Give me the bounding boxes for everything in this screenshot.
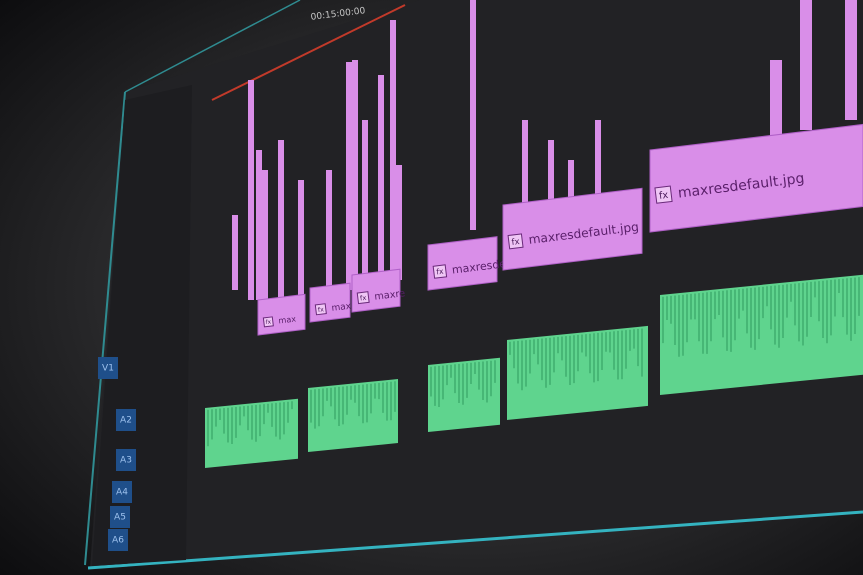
fx-badge-text: fx bbox=[658, 190, 669, 202]
fx-badge bbox=[654, 185, 673, 204]
track-toggle bbox=[112, 481, 132, 503]
track-toggle bbox=[110, 506, 130, 528]
panel-border bbox=[84, 91, 126, 566]
fx-badge bbox=[356, 291, 370, 305]
clip-label: maxresde bbox=[451, 257, 507, 276]
video-clip-spike bbox=[595, 120, 601, 200]
fx-badge-text: fx bbox=[436, 267, 445, 277]
fx-badge-text: fx bbox=[360, 294, 367, 303]
video-clip bbox=[649, 123, 863, 233]
track-toggle bbox=[116, 409, 136, 431]
video-clip-spike bbox=[346, 62, 352, 290]
video-clip-spike bbox=[256, 150, 262, 300]
video-clip-spike bbox=[522, 120, 528, 215]
track-label: A6 bbox=[112, 536, 124, 546]
video-clip-spike bbox=[278, 140, 284, 300]
audio-clip bbox=[308, 379, 398, 452]
track-toggle bbox=[116, 449, 136, 471]
video-clip-spike bbox=[248, 80, 254, 300]
fx-badge-text: fx bbox=[265, 319, 272, 326]
fx-badge bbox=[432, 264, 448, 279]
video-clip-spike bbox=[470, 0, 476, 230]
fx-badge-text: fx bbox=[318, 306, 325, 314]
clip-label: max bbox=[278, 313, 297, 325]
video-clip-spike bbox=[396, 165, 402, 280]
fx-badge bbox=[507, 233, 524, 250]
track-label: V1 bbox=[102, 364, 114, 374]
video-clip-spike bbox=[770, 60, 782, 140]
video-clip-spike bbox=[232, 215, 238, 290]
video-clip-spike bbox=[362, 120, 368, 290]
video-clip-spike bbox=[352, 60, 358, 290]
video-clip-spike bbox=[800, 0, 812, 130]
audio-clip bbox=[428, 357, 500, 432]
panel-border bbox=[124, 0, 301, 93]
work-area-bar bbox=[211, 4, 406, 101]
fx-badge bbox=[262, 316, 274, 328]
track-toggle bbox=[98, 357, 118, 379]
video-clip-spike bbox=[378, 75, 384, 285]
fx-badge bbox=[314, 303, 327, 316]
clip-label: maxre bbox=[374, 288, 406, 303]
fx-badge-text: fx bbox=[511, 237, 520, 248]
video-clip-spike bbox=[298, 180, 304, 300]
track-label: A4 bbox=[116, 488, 128, 498]
track-toggle bbox=[108, 529, 128, 551]
audio-clip bbox=[660, 274, 863, 395]
track-headers bbox=[92, 85, 192, 566]
video-clip-spike bbox=[390, 20, 396, 280]
video-clip-spike bbox=[326, 170, 332, 295]
clip-label: max bbox=[331, 302, 352, 314]
video-clip-spike bbox=[548, 140, 554, 210]
video-clip bbox=[502, 187, 643, 271]
track-label: A5 bbox=[114, 513, 126, 523]
track-label: A2 bbox=[120, 416, 132, 426]
video-clip-spike bbox=[568, 160, 574, 210]
panel-border bbox=[87, 510, 863, 570]
track-label: A3 bbox=[120, 456, 132, 466]
video-clip-spike bbox=[262, 170, 268, 300]
video-clip-spike bbox=[845, 0, 857, 120]
